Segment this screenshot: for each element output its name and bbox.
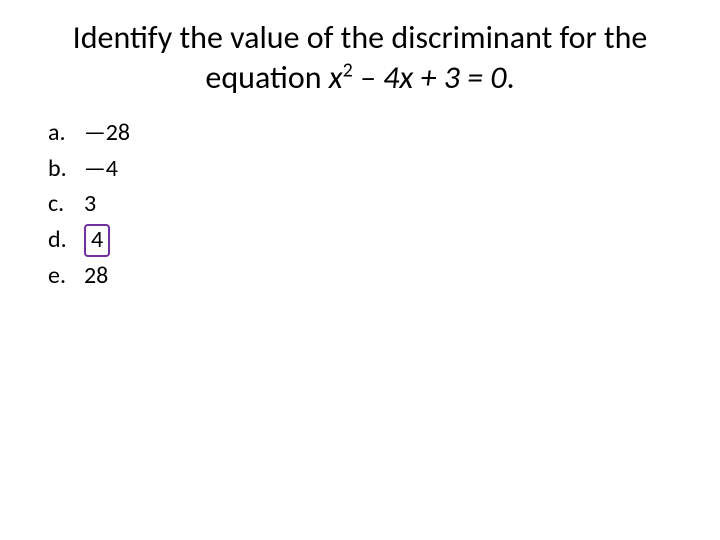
option-letter: d. bbox=[48, 223, 84, 257]
equation-var: x bbox=[329, 58, 343, 97]
equation-superscript: 2 bbox=[343, 58, 353, 82]
option-value: 3 bbox=[84, 187, 96, 221]
options-list: a. —28 b. —4 c. 3 d. 4 e. 28 bbox=[0, 108, 720, 292]
option-letter: b. bbox=[48, 152, 84, 186]
question-title: Identify the value of the discriminant f… bbox=[0, 0, 720, 108]
option-value: 28 bbox=[84, 259, 108, 293]
option-value: —28 bbox=[84, 116, 130, 150]
option-c: c. 3 bbox=[48, 187, 720, 221]
option-a: a. —28 bbox=[48, 116, 720, 150]
equation-rest: – 4x + 3 = 0 bbox=[353, 58, 507, 97]
option-e: e. 28 bbox=[48, 259, 720, 293]
option-letter: a. bbox=[48, 116, 84, 150]
option-value: —4 bbox=[84, 152, 118, 186]
option-value-highlighted: 4 bbox=[84, 224, 110, 257]
option-b: b. —4 bbox=[48, 152, 720, 186]
option-letter: c. bbox=[48, 187, 84, 221]
title-suffix: . bbox=[506, 58, 514, 97]
option-letter: e. bbox=[48, 259, 84, 293]
option-d: d. 4 bbox=[48, 223, 720, 257]
